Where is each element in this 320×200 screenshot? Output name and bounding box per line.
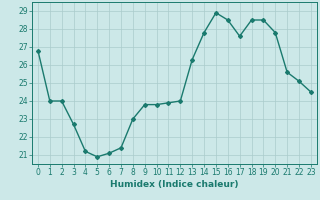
X-axis label: Humidex (Indice chaleur): Humidex (Indice chaleur) <box>110 180 239 189</box>
